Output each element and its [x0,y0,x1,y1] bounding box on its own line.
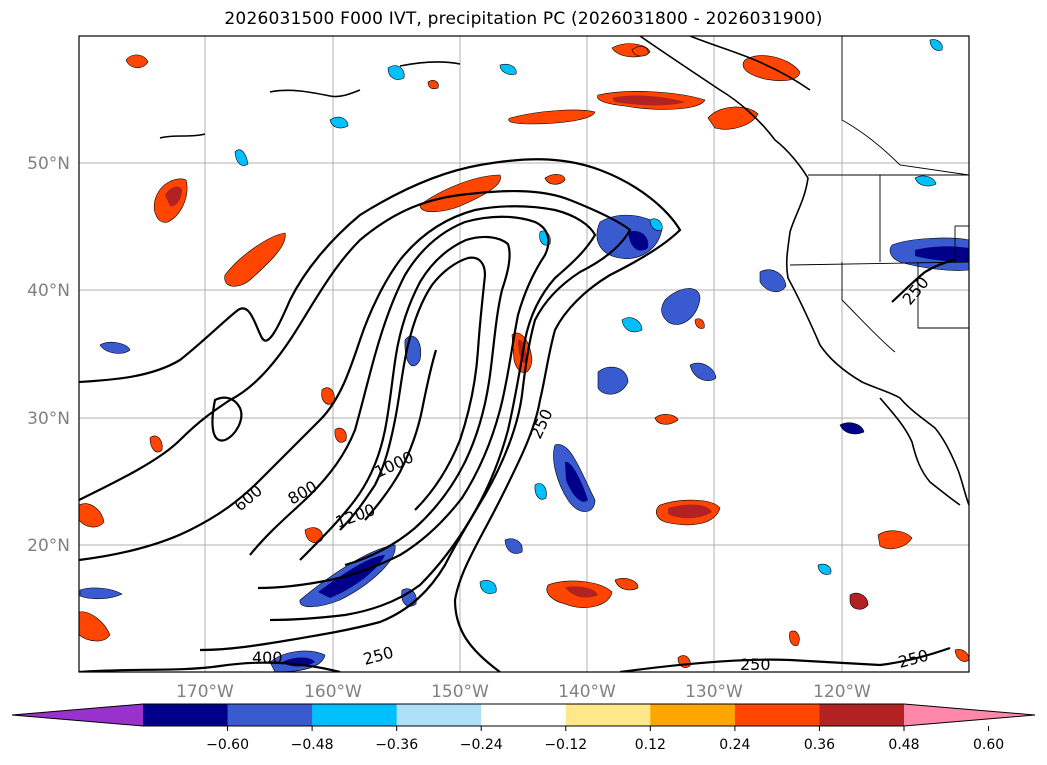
colorbar-tick-label: 0.12 [635,737,666,753]
colorbar-tick-label: −0.12 [544,737,587,753]
lat-label: 20°N [27,536,70,556]
colorbar: −0.60 −0.48 −0.36 −0.24 −0.12 0.12 0.24 0.36 0.4… [11,703,1036,753]
colorbar-segment [143,704,229,726]
lon-label: 160°W [304,682,362,702]
lat-label: 30°N [27,409,70,429]
lon-label: 130°W [685,682,743,702]
map-frame [78,35,970,673]
latitude-labels: 50°N 40°N 30°N 20°N [27,154,70,556]
map-title: 2026031500 F000 IVT, precipitation PC (2… [224,9,823,29]
colorbar-segment [565,704,651,726]
colorbar-segment [396,704,482,726]
colorbar-segment [481,704,567,726]
colorbar-segment [650,704,736,726]
lon-label: 150°W [431,682,489,702]
colorbar-extend-min [12,704,143,726]
state-borders [789,36,969,353]
colorbar-tick-label: −0.60 [206,737,249,753]
colorbar-tick-label: 0.24 [719,737,750,753]
colorbar-tick-label: 0.60 [973,737,1004,753]
lon-label: 140°W [558,682,616,702]
lon-label: 120°W [813,682,871,702]
lon-label: 170°W [176,682,234,702]
colorbar-outline [11,703,1036,727]
coastlines [159,36,969,506]
colorbar-segment [312,704,398,726]
colorbar-segment [734,704,820,726]
contour-label: 250 [740,655,771,674]
gridlines [79,36,969,672]
longitude-labels: 170°W 160°W 150°W 140°W 130°W 120°W [176,682,871,702]
colorbar-segment [819,704,905,726]
colorbar-segment [227,704,313,726]
lat-label: 50°N [27,154,70,174]
colorbar-tick-label: 0.48 [888,737,919,753]
colorbar-tick-label: −0.24 [460,737,503,753]
colorbar-tick-label: −0.36 [375,737,418,753]
colorbar-tick-label: 0.36 [804,737,835,753]
lat-label: 40°N [27,281,70,301]
contour-label: 400 [252,648,283,667]
precip-positive-areas [79,43,969,668]
colorbar-extend-max [904,704,1035,726]
ivt-contours [79,158,956,672]
colorbar-tick-label: −0.48 [291,737,334,753]
